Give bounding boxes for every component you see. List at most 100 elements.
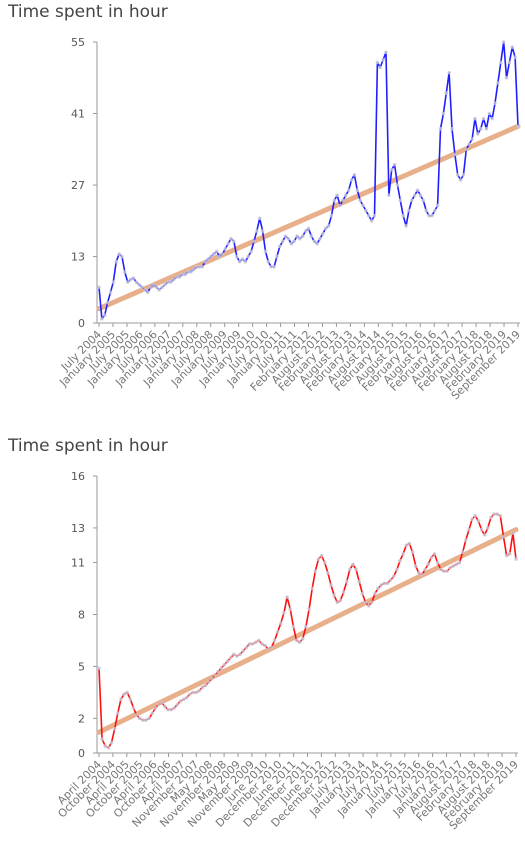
y-tick-label: 55 bbox=[71, 36, 85, 49]
data-point bbox=[116, 711, 120, 715]
data-point bbox=[109, 740, 114, 745]
data-point bbox=[369, 219, 374, 223]
data-point bbox=[451, 564, 456, 568]
data-point bbox=[194, 690, 198, 695]
data-point bbox=[249, 249, 253, 254]
data-point bbox=[288, 607, 293, 612]
data-point bbox=[166, 707, 170, 712]
data-point bbox=[263, 249, 268, 254]
data-point bbox=[450, 127, 454, 131]
data-point bbox=[172, 706, 177, 710]
data-point bbox=[385, 581, 390, 586]
data-point bbox=[332, 593, 336, 598]
data-point bbox=[423, 567, 427, 572]
data-point bbox=[501, 534, 506, 539]
data-point bbox=[404, 543, 409, 548]
data-point bbox=[209, 254, 213, 259]
data-point bbox=[415, 188, 420, 192]
data-point bbox=[200, 265, 205, 269]
data-point bbox=[481, 116, 486, 121]
data-point bbox=[313, 569, 318, 574]
data-point bbox=[140, 285, 144, 290]
data-point bbox=[247, 642, 252, 646]
data-point bbox=[131, 706, 136, 710]
data-point bbox=[351, 562, 355, 567]
data-point bbox=[154, 285, 159, 290]
data-point bbox=[344, 579, 349, 584]
data-point bbox=[306, 226, 311, 231]
data-point bbox=[430, 213, 434, 218]
data-point bbox=[178, 699, 183, 703]
data-point bbox=[467, 142, 472, 146]
data-point bbox=[211, 252, 216, 256]
data-point bbox=[407, 541, 412, 546]
data-point bbox=[476, 132, 480, 136]
data-point bbox=[269, 265, 273, 269]
data-point bbox=[464, 147, 469, 152]
data-point bbox=[225, 659, 230, 664]
data-point bbox=[510, 45, 515, 49]
data-point bbox=[455, 173, 460, 177]
data-point bbox=[219, 666, 224, 670]
data-point bbox=[194, 265, 199, 269]
data-point bbox=[303, 229, 308, 233]
data-point bbox=[318, 236, 322, 241]
data-point bbox=[203, 683, 208, 688]
data-point bbox=[111, 280, 116, 284]
data-point bbox=[319, 553, 324, 558]
y-tick-label: 0 bbox=[78, 747, 85, 760]
data-point bbox=[413, 564, 418, 568]
data-point bbox=[395, 567, 399, 572]
data-point bbox=[232, 652, 236, 657]
data-point bbox=[206, 257, 210, 261]
data-point bbox=[404, 224, 408, 228]
data-point bbox=[329, 213, 334, 218]
data-point bbox=[493, 101, 497, 106]
trend-line bbox=[96, 123, 521, 312]
data-point bbox=[266, 647, 271, 651]
data-point bbox=[292, 239, 296, 244]
data-point bbox=[238, 652, 242, 657]
data-point bbox=[389, 167, 394, 172]
data-point bbox=[174, 275, 179, 279]
data-point bbox=[222, 662, 227, 667]
data-point bbox=[103, 744, 108, 748]
y-tick-label: 11 bbox=[71, 557, 85, 570]
data-point bbox=[516, 124, 520, 129]
data-point bbox=[421, 198, 426, 203]
data-point bbox=[128, 277, 133, 282]
data-point bbox=[357, 579, 362, 584]
data-point bbox=[108, 290, 113, 295]
data-point bbox=[125, 690, 130, 695]
data-point bbox=[210, 676, 214, 681]
data-point bbox=[498, 60, 503, 65]
data-point bbox=[244, 645, 249, 650]
data-point bbox=[504, 553, 509, 558]
data-point bbox=[341, 198, 345, 203]
data-point bbox=[375, 60, 380, 65]
data-point bbox=[352, 173, 357, 177]
data-point bbox=[349, 178, 354, 182]
data-point bbox=[470, 517, 474, 522]
data-point bbox=[169, 707, 173, 712]
data-point bbox=[257, 638, 261, 643]
data-point bbox=[315, 242, 319, 246]
data-point bbox=[272, 265, 276, 269]
trend-line bbox=[96, 527, 519, 735]
data-point bbox=[102, 313, 107, 318]
data-point bbox=[373, 591, 377, 596]
data-point bbox=[487, 111, 492, 116]
data-point bbox=[141, 718, 145, 722]
data-point bbox=[278, 244, 282, 249]
data-point bbox=[442, 569, 446, 574]
data-point bbox=[180, 272, 185, 277]
data-point bbox=[360, 591, 365, 596]
data-point bbox=[461, 173, 466, 177]
data-point bbox=[438, 567, 443, 572]
data-point bbox=[507, 60, 512, 65]
data-point bbox=[122, 692, 126, 696]
data-point bbox=[335, 193, 339, 198]
data-point bbox=[137, 716, 142, 721]
data-point bbox=[392, 162, 397, 167]
